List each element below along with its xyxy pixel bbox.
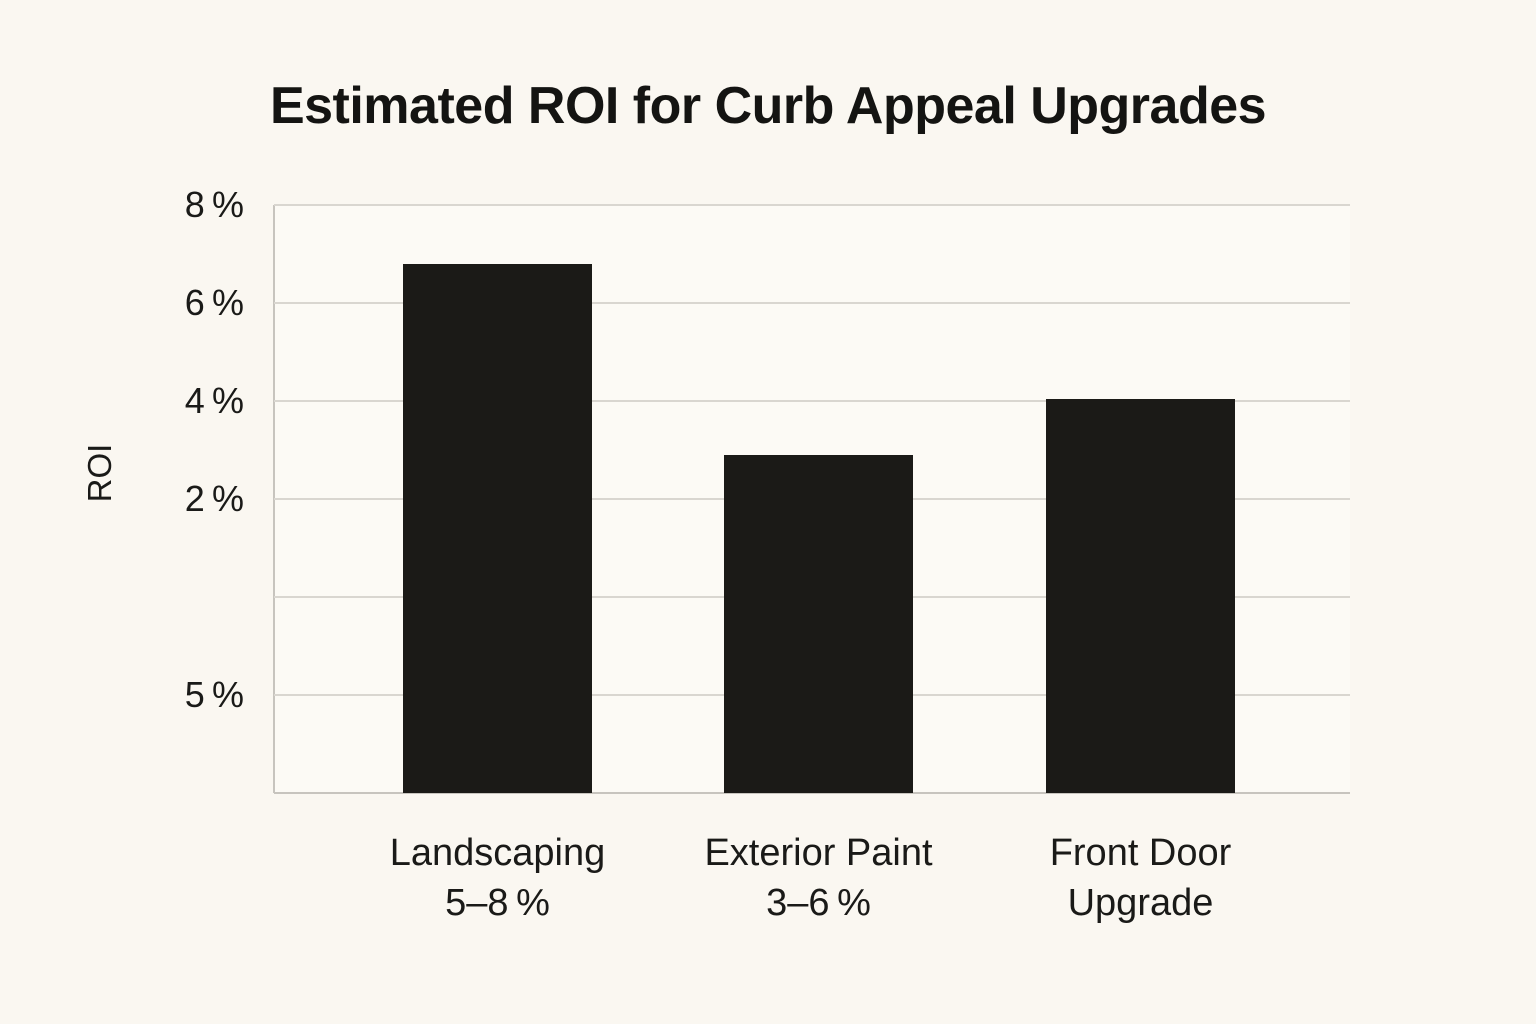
y-tick-label: 8 % xyxy=(184,184,244,225)
y-tick-label: 2 % xyxy=(184,478,244,519)
x-category-line2: 3–6 % xyxy=(766,882,871,924)
x-category-line1: Exterior Paint xyxy=(704,832,933,874)
x-category-label: Exterior Paint 3–6 % xyxy=(609,828,1029,928)
x-axis-line xyxy=(274,792,1350,794)
gridline xyxy=(274,204,1350,206)
bar-exterior-paint xyxy=(724,454,913,793)
x-category-line2: Upgrade xyxy=(1067,882,1214,924)
y-tick-label: 4 % xyxy=(184,380,244,421)
gridline xyxy=(274,302,1350,304)
x-category-line2: 5–8 % xyxy=(445,882,550,924)
gridline xyxy=(274,400,1350,402)
bar-landscaping xyxy=(403,263,592,793)
plot-area xyxy=(273,204,1350,794)
y-tick-label: 5 % xyxy=(184,674,244,715)
chart-title: Estimated ROI for Curb Appeal Upgrades xyxy=(269,77,1267,135)
x-category-label: Front Door Upgrade xyxy=(931,828,1351,928)
y-tick-label: 6 % xyxy=(184,282,244,323)
x-category-label: Landscaping 5–8 % xyxy=(288,828,708,928)
x-category-line1: Landscaping xyxy=(389,832,606,874)
bar-front-door xyxy=(1046,398,1235,793)
x-category-line1: Front Door xyxy=(1049,832,1232,874)
